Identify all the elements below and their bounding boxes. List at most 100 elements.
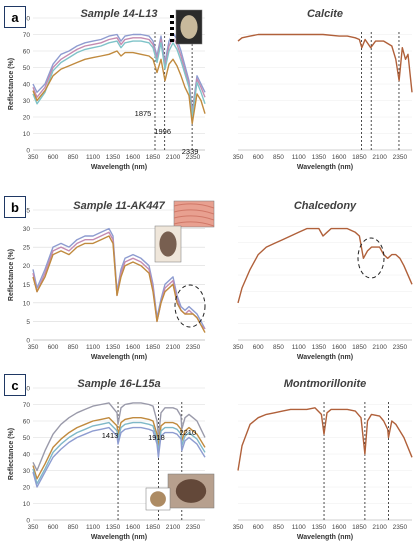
x-tick-label: 600 (48, 154, 59, 161)
x-tick-label: 600 (253, 524, 264, 531)
series-line-0 (237, 227, 413, 304)
x-tick-label: 1100 (292, 154, 306, 161)
chart-a-right: 350 600 850 1100 1350 1600 1850 2100 2350 Wavelen… (233, 8, 413, 171)
x-tick-label: 1100 (292, 524, 306, 531)
sample-16-l15a-photo-disc (145, 487, 171, 511)
photo-subject (175, 479, 207, 503)
x-tick-label: 1100 (292, 344, 306, 351)
panel-a-badge: a (4, 6, 26, 28)
y-tick-label: 40 (23, 82, 31, 89)
x-tick-label: 2350 (393, 154, 408, 161)
x-tick-label: 2100 (166, 344, 181, 351)
series-line-3 (32, 426, 206, 488)
y-tick-label: 20 (23, 115, 31, 122)
x-tick-label: 850 (68, 344, 79, 351)
highlight-ellipse-sample (174, 284, 206, 328)
x-tick-label: 1100 (86, 154, 100, 161)
x-axis-label: Wavelength (nm) (91, 164, 147, 171)
x-tick-label: 1850 (146, 154, 161, 161)
sample-11-ak447-photo-slab (154, 225, 182, 263)
y-tick-label: 30 (23, 226, 31, 233)
chart-b-left: 0 5 10 15 20 25 30 35 350 600 850 1100 1350 1600 1850 2… (8, 200, 206, 361)
absorption-label: 2210 (179, 428, 196, 437)
photo-subject (159, 231, 177, 257)
sample-11-ak447-photo-pink (173, 200, 215, 228)
y-tick-label: 10 (23, 300, 31, 307)
y-tick-label: 40 (23, 452, 31, 459)
y-tick-label: 70 (23, 402, 31, 409)
chart-a-left: 0 10 20 30 40 50 60 70 80 350 600 850 1100 1350 1600 18… (8, 8, 206, 171)
x-tick-label: 1350 (312, 524, 327, 531)
y-tick-label: 10 (23, 131, 31, 138)
x-tick-label: 2350 (186, 524, 201, 531)
y-tick-label: 60 (23, 49, 31, 56)
photo-banding (173, 209, 215, 215)
x-tick-label: 2350 (186, 154, 201, 161)
x-tick-label: 2350 (186, 344, 201, 351)
x-tick-label: 2100 (166, 524, 181, 531)
x-tick-label: 350 (233, 154, 244, 161)
x-tick-label: 2100 (372, 524, 387, 531)
x-tick-label: 2350 (393, 524, 408, 531)
series-line-1 (32, 417, 206, 480)
x-tick-label: 850 (68, 524, 79, 531)
y-tick-label: 80 (23, 386, 31, 393)
x-tick-label: 350 (28, 154, 39, 161)
chart-title: Sample 11-AK447 (73, 200, 165, 212)
y-axis-label: Reflectance (%) (8, 58, 15, 110)
panel-b-badge: b (4, 196, 26, 218)
absorption-label: 1413 (102, 431, 119, 440)
y-tick-label: 30 (23, 468, 31, 475)
series-line-0 (237, 407, 413, 471)
y-tick-label: 50 (23, 65, 31, 72)
x-tick-label: 2350 (393, 344, 408, 351)
x-tick-label: 2100 (166, 154, 181, 161)
y-tick-label: 30 (23, 98, 31, 105)
x-tick-label: 600 (253, 344, 264, 351)
y-tick-label: 35 (23, 208, 31, 215)
chart-c-left: 0 10 20 30 40 50 60 70 80 350 600 850 1100 1350 1600 18… (8, 378, 206, 541)
sample-14-l13-photo (175, 9, 203, 45)
y-tick-label: 0 (26, 338, 30, 345)
x-axis-label: Wavelength (nm) (91, 354, 147, 361)
series-line-0 (32, 32, 206, 113)
y-tick-label: 70 (23, 32, 31, 39)
y-tick-label: 10 (23, 501, 31, 508)
x-tick-label: 1350 (106, 524, 121, 531)
x-tick-label: 2100 (372, 154, 387, 161)
scale-bar-tick (170, 12, 174, 15)
x-tick-label: 600 (48, 344, 59, 351)
series-line-2 (32, 421, 206, 485)
chart-c-right: 350 600 850 1100 1350 1600 1850 2100 2350 Wavelen… (233, 378, 413, 541)
x-tick-label: 1100 (86, 344, 100, 351)
y-tick-label: 25 (23, 245, 31, 252)
x-tick-label: 350 (28, 344, 39, 351)
chart-b-right: 350 600 850 1100 1350 1600 1850 2100 2350 Wavelen… (233, 200, 413, 361)
x-tick-label: 1600 (126, 154, 141, 161)
series-line-0 (237, 33, 413, 93)
sample-16-l15a-photo-thin (167, 473, 215, 509)
x-axis-label: Wavelength (nm) (297, 354, 353, 361)
x-tick-label: 350 (233, 524, 244, 531)
series-line-0 (32, 227, 206, 330)
x-tick-label: 1350 (106, 344, 121, 351)
photo-banding (173, 215, 215, 221)
y-tick-label: 20 (23, 263, 31, 270)
x-tick-label: 1350 (106, 154, 121, 161)
photo-subject (180, 15, 198, 39)
scale-bar-tick (170, 36, 174, 39)
chart-title: Sample 16-L15a (77, 378, 160, 390)
chart-title: Chalcedony (294, 200, 357, 212)
y-tick-label: 0 (26, 518, 30, 525)
x-axis-label: Wavelength (nm) (297, 534, 353, 541)
x-tick-label: 1600 (332, 344, 347, 351)
y-tick-label: 80 (23, 16, 31, 23)
x-tick-label: 1850 (352, 524, 367, 531)
scale-bar-tick (170, 18, 174, 21)
x-tick-label: 850 (273, 524, 284, 531)
x-tick-label: 1600 (126, 344, 141, 351)
x-tick-label: 850 (273, 154, 284, 161)
x-tick-label: 1850 (352, 344, 367, 351)
y-axis-label: Reflectance (%) (8, 249, 15, 301)
